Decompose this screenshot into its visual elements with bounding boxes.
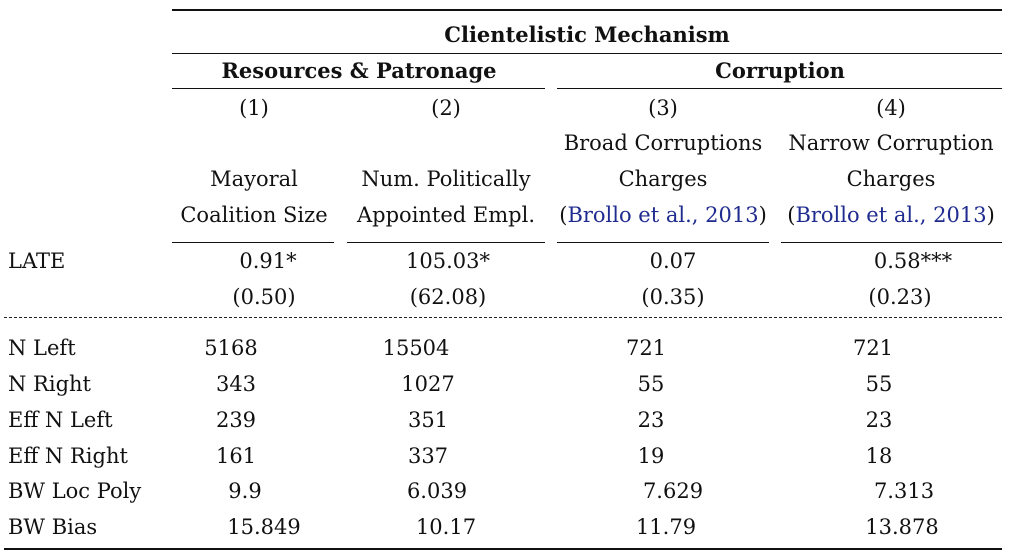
stat-value: 337	[407, 444, 449, 468]
panel-right-title: Corruption	[715, 58, 845, 83]
stat-value: 13.878	[865, 515, 939, 539]
late-estimate-4: 0.58***	[873, 249, 953, 273]
stat-value: 5168	[204, 336, 258, 360]
stat-label: BW Bias	[8, 515, 98, 539]
group-rule	[172, 53, 1002, 54]
col3-citation-open: (	[559, 203, 568, 227]
stat-value: 19	[637, 444, 665, 468]
stat-value: 10.17	[415, 515, 477, 539]
stat-value: 55	[865, 372, 893, 396]
stat-value: 721	[852, 336, 894, 360]
late-se-3: (0.35)	[641, 285, 705, 309]
col2-rule	[347, 242, 545, 243]
panel-left-rule	[172, 88, 545, 89]
stat-value: 7.629	[642, 479, 704, 503]
panel-right-rule	[557, 88, 1002, 89]
stat-value: 23	[637, 408, 665, 432]
col3-title-line2: Charges	[618, 167, 708, 191]
col4-title-line2: Charges	[846, 167, 936, 191]
top-rule	[172, 9, 1002, 11]
stat-value: 6.039	[406, 479, 468, 503]
col3-title-line1: Broad Corruptions	[563, 131, 763, 155]
col4-citation-close: )	[986, 203, 995, 227]
col2-title-line2: Appointed Empl.	[357, 203, 535, 227]
col4-rule	[781, 242, 1002, 243]
stat-value: 161	[215, 444, 257, 468]
stat-value: 15504	[382, 336, 450, 360]
stat-label: Eff N Left	[8, 408, 113, 432]
col4-citation: (Brollo et al., 2013)	[787, 203, 995, 227]
col4-title-line1: Narrow Corruption	[788, 131, 994, 155]
stat-value: 18	[865, 444, 893, 468]
col4-number: (4)	[876, 96, 906, 120]
col1-title-line1: Mayoral	[210, 167, 298, 191]
col3-number: (3)	[648, 96, 678, 120]
stat-value: 1027	[401, 372, 455, 396]
stat-label: Eff N Right	[8, 444, 128, 468]
late-label: LATE	[8, 249, 66, 273]
col1-rule	[172, 242, 334, 243]
group-title: Clientelistic Mechanism	[444, 22, 730, 47]
col1-title-line2: Coalition Size	[180, 203, 328, 227]
stat-value: 11.79	[635, 515, 697, 539]
late-se-1: (0.50)	[232, 285, 296, 309]
bottom-rule	[4, 548, 1002, 550]
col3-citation: (Brollo et al., 2013)	[559, 203, 767, 227]
col1-number: (1)	[239, 96, 269, 120]
col3-citation-link[interactable]: Brollo et al., 2013	[567, 203, 759, 227]
late-se-4: (0.23)	[868, 285, 932, 309]
stat-label: BW Loc Poly	[8, 479, 142, 503]
late-estimate-1: 0.91*	[239, 249, 297, 273]
stat-value: 343	[215, 372, 257, 396]
stat-label: N Right	[8, 372, 91, 396]
stat-value: 15.849	[227, 515, 301, 539]
stat-value: 9.9	[228, 479, 262, 503]
stat-value: 23	[865, 408, 893, 432]
col4-citation-link[interactable]: Brollo et al., 2013	[795, 203, 987, 227]
late-estimate-2: 105.03*	[406, 249, 490, 273]
col4-citation-open: (	[787, 203, 796, 227]
stat-value: 55	[637, 372, 665, 396]
stat-value: 7.313	[873, 479, 935, 503]
stat-label: N Left	[8, 336, 76, 360]
col3-rule	[557, 242, 769, 243]
stat-value: 721	[625, 336, 667, 360]
col3-citation-close: )	[758, 203, 767, 227]
col2-number: (2)	[431, 96, 461, 120]
panel-left-title: Resources & Patronage	[221, 58, 497, 83]
stat-value: 239	[215, 408, 257, 432]
late-se-2: (62.08)	[409, 285, 487, 309]
dashed-separator	[4, 317, 1002, 318]
col2-title-line1: Num. Politically	[361, 167, 531, 191]
late-estimate-3: 0.07	[649, 249, 697, 273]
stat-value: 351	[407, 408, 449, 432]
